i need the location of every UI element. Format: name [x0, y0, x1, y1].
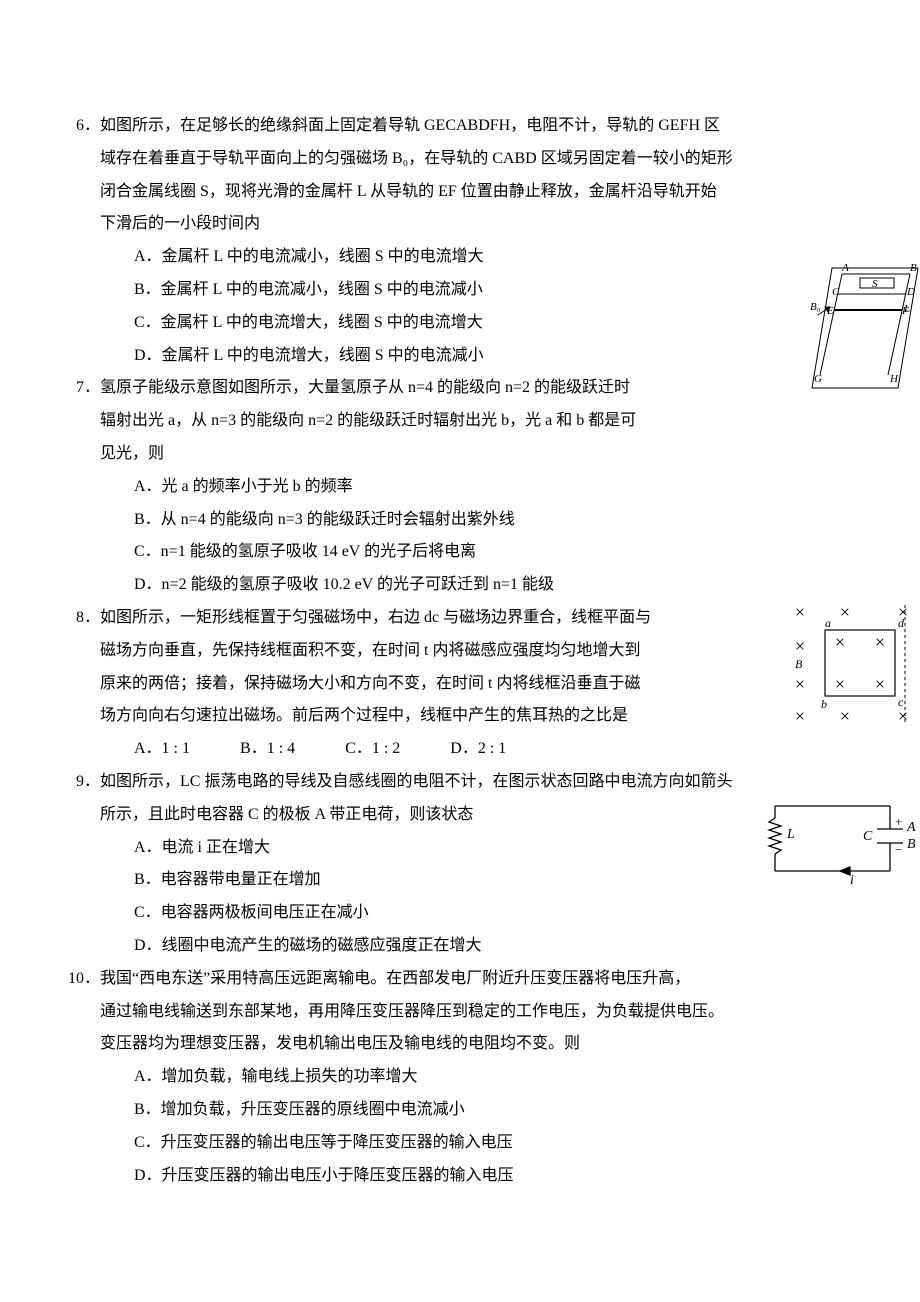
q8-stem: 如图所示，一矩形线框置于匀强磁场中，右边 dc 与磁场边界重合，线框平面与 磁场… — [100, 602, 865, 733]
q6-label-d: D — [906, 286, 915, 298]
question-7: 7． 氢原子能级示意图如图所示，大量氢原子从 n=4 的能级向 n=2 的能级跃… — [100, 372, 865, 602]
q7-choices: A．光 a 的频率小于光 b 的频率 B．从 n=4 的能级向 n=3 的能级跃… — [100, 471, 865, 602]
q8-choice-a: A．1 : 1 — [134, 733, 190, 766]
q7-stem-line2: 辐射出光 a，从 n=3 的能级向 n=2 的能级跃迁时辐射出光 b，光 a 和… — [100, 412, 636, 429]
svg-text:×: × — [840, 602, 850, 622]
q9-label-c: C — [863, 829, 873, 844]
q7-choice-c: C．n=1 能级的氢原子吸收 14 eV 的光子后将电离 — [134, 536, 865, 569]
q6-choices: A．金属杆 L 中的电流减小，线圈 S 中的电流增大 B．金属杆 L 中的电流减… — [100, 241, 865, 372]
svg-text:×: × — [875, 674, 885, 694]
q7-stem-line3: 见光，则 — [100, 445, 164, 462]
q6-stem-line1: 如图所示，在足够长的绝缘斜面上固定着导轨 GECABDFH，电阻不计，导轨的 G… — [100, 117, 720, 134]
q10-choices: A．增加负载，输电线上损失的功率增大 B．增加负载，升压变压器的原线圈中电流减小… — [100, 1061, 865, 1192]
question-9: 9． 如图所示，LC 振荡电路的导线及自感线圈的电阻不计，在图示状态回路中电流方… — [100, 766, 865, 963]
q6-label-c: C — [832, 286, 840, 298]
q10-stem-line1: 我国“西电东送”采用特高压远距离输电。在西部发电厂附近升压变压器将电压升高， — [100, 970, 690, 987]
svg-text:×: × — [835, 632, 845, 652]
q7-stem-line1: 氢原子能级示意图如图所示，大量氢原子从 n=4 的能级向 n=2 的能级跃迁时 — [100, 379, 630, 396]
q9-choice-d: D．线圈中电流产生的磁场的磁感应强度正在增大 — [134, 930, 865, 963]
q7-choice-d: D．n=2 能级的氢原子吸收 10.2 eV 的光子可跃迁到 n=1 能级 — [134, 569, 865, 602]
q10-choice-c: C．升压变压器的输出电压等于降压变压器的输入电压 — [134, 1127, 865, 1160]
q9-label-l: L — [786, 827, 795, 842]
q8-label-d: d — [898, 616, 905, 630]
svg-text:×: × — [835, 674, 845, 694]
q10-choice-b: B．增加负载，升压变压器的原线圈中电流减小 — [134, 1094, 865, 1127]
q6-label-b0: B₀ — [810, 301, 821, 313]
q9-label-a: A — [906, 820, 916, 835]
question-8: 8． 如图所示，一矩形线框置于匀强磁场中，右边 dc 与磁场边界重合，线框平面与… — [100, 602, 865, 766]
q8-label-c: c — [898, 695, 904, 709]
q9-label-i: i — [850, 873, 854, 886]
q10-stem: 我国“西电东送”采用特高压远距离输电。在西部发电厂附近升压变压器将电压升高， 通… — [100, 963, 865, 1061]
q6-label-h: H — [889, 373, 899, 385]
q7-stem: 氢原子能级示意图如图所示，大量氢原子从 n=4 的能级向 n=2 的能级跃迁时 … — [100, 372, 865, 470]
q8-choice-c: C．1 : 2 — [345, 733, 400, 766]
q8-figure: ××× ××× ××× ××× a d b c B — [785, 600, 920, 730]
q8-label-big-b: B — [795, 657, 803, 671]
q6-label-e: E — [826, 305, 834, 317]
q8-stem-line1: 如图所示，一矩形线框置于匀强磁场中，右边 dc 与磁场边界重合，线框平面与 — [100, 609, 651, 626]
q7-number: 7． — [72, 372, 100, 405]
svg-text:×: × — [898, 706, 908, 726]
q6-stem-line3: 闭合金属线圈 S，现将光滑的金属杆 L 从导轨的 EF 位置由静止释放，金属杆沿… — [100, 183, 717, 200]
q6-stem-line2: 域存在着垂直于导轨平面向上的匀强磁场 B₀，在导轨的 CABD 区域另固定着一较… — [100, 150, 733, 167]
q8-field-diagram-icon: ××× ××× ××× ××× a d b c B — [785, 600, 920, 730]
q6-label-a: A — [841, 262, 849, 274]
q8-choice-d: D．2 : 1 — [450, 733, 506, 766]
svg-text:×: × — [795, 674, 805, 694]
svg-text:×: × — [795, 602, 805, 622]
q9-label-minus: − — [895, 842, 902, 857]
q9-choice-c: C．电容器两极板间电压正在减小 — [134, 897, 865, 930]
q9-number: 9． — [72, 766, 100, 799]
q6-choice-b: B．金属杆 L 中的电流减小，线圈 S 中的电流减小 — [134, 274, 865, 307]
q8-label-a: a — [825, 616, 831, 630]
q8-stem-line4: 场方向向右匀速拉出磁场。前后两个过程中，线框中产生的焦耳热的之比是 — [100, 707, 628, 724]
q8-number: 8． — [72, 602, 100, 635]
q10-choice-d: D．升压变压器的输出电压小于降压变压器的输入电压 — [134, 1160, 865, 1193]
q8-stem-line2: 磁场方向垂直，先保持线框面积不变，在时间 t 内将磁感应强度均匀地增大到 — [100, 642, 640, 659]
q6-label-l: L — [903, 303, 910, 315]
q9-label-plus: + — [895, 814, 902, 829]
q9-choices: A．电流 i 正在增大 B．电容器带电量正在增加 C．电容器两极板间电压正在减小… — [100, 832, 865, 963]
q9-stem-line2: 所示，且此时电容器 C 的极板 A 带正电荷，则该状态 — [100, 806, 473, 823]
svg-text:×: × — [795, 706, 805, 726]
q9-lc-circuit-icon: L C A B i + − — [755, 796, 920, 886]
q6-label-b: B — [910, 262, 917, 274]
q6-stem: 如图所示，在足够长的绝缘斜面上固定着导轨 GECABDFH，电阻不计，导轨的 G… — [100, 110, 865, 241]
question-6: 6． 如图所示，在足够长的绝缘斜面上固定着导轨 GECABDFH，电阻不计，导轨… — [100, 110, 865, 372]
q9-stem-line1: 如图所示，LC 振荡电路的导线及自感线圈的电阻不计，在图示状态回路中电流方向如箭… — [100, 773, 732, 790]
q7-choice-a: A．光 a 的频率小于光 b 的频率 — [134, 471, 865, 504]
q8-choice-b: B．1 : 4 — [240, 733, 295, 766]
q9-label-b: B — [907, 837, 916, 852]
q10-stem-line2: 通过输电线输送到东部某地，再用降压变压器降压到稳定的工作电压，为负载提供电压。 — [100, 1003, 724, 1020]
q9-figure: L C A B i + − — [755, 796, 920, 886]
q10-choice-a: A．增加负载，输电线上损失的功率增大 — [134, 1061, 865, 1094]
q9-stem: 如图所示，LC 振荡电路的导线及自感线圈的电阻不计，在图示状态回路中电流方向如箭… — [100, 766, 865, 832]
q8-label-b: b — [821, 697, 827, 711]
q6-label-s: S — [872, 278, 878, 290]
q6-number: 6． — [72, 110, 100, 143]
question-10: 10． 我国“西电东送”采用特高压远距离输电。在西部发电厂附近升压变压器将电压升… — [100, 963, 865, 1193]
q6-choice-c: C．金属杆 L 中的电流增大，线圈 S 中的电流增大 — [134, 307, 865, 340]
q7-choice-b: B．从 n=4 的能级向 n=3 的能级跃迁时会辐射出紫外线 — [134, 504, 865, 537]
q8-choices: A．1 : 1 B．1 : 4 C．1 : 2 D．2 : 1 — [100, 733, 865, 766]
svg-text:×: × — [795, 636, 805, 656]
svg-text:×: × — [840, 706, 850, 726]
q8-stem-line3: 原来的两倍；接着，保持磁场大小和方向不变，在时间 t 内将线框沿垂直于磁 — [100, 675, 640, 692]
q6-choice-d: D．金属杆 L 中的电流增大，线圈 S 中的电流减小 — [134, 340, 865, 373]
q10-stem-line3: 变压器均为理想变压器，发电机输出电压及输电线的电阻均不变。则 — [100, 1035, 580, 1052]
svg-text:×: × — [875, 632, 885, 652]
q10-number: 10． — [64, 963, 100, 996]
q6-stem-line4: 下滑后的一小段时间内 — [100, 215, 260, 232]
q6-choice-a: A．金属杆 L 中的电流减小，线圈 S 中的电流增大 — [134, 241, 865, 274]
